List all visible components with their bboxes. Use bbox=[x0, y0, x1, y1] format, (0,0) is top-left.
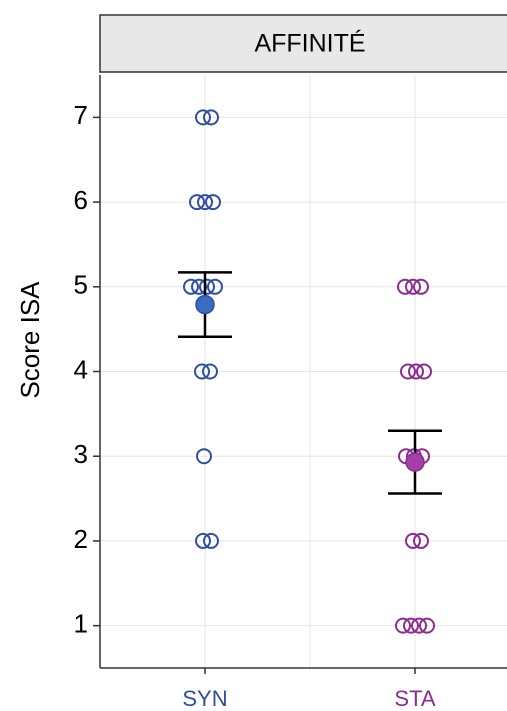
data-point bbox=[413, 278, 429, 295]
y-tick-label: 5 bbox=[74, 270, 88, 300]
mean-point bbox=[405, 452, 425, 472]
data-point bbox=[196, 448, 212, 465]
data-point bbox=[202, 363, 218, 380]
data-point bbox=[413, 532, 429, 549]
data-point bbox=[405, 532, 421, 549]
x-tick-label: STA bbox=[394, 686, 435, 711]
y-tick-label: 6 bbox=[74, 185, 88, 215]
data-point bbox=[408, 363, 424, 380]
y-tick-label: 7 bbox=[74, 100, 88, 130]
data-point bbox=[400, 363, 416, 380]
x-tick-label: SYN bbox=[182, 686, 227, 711]
panel-header bbox=[99, 14, 507, 73]
data-point bbox=[411, 617, 427, 634]
data-point bbox=[203, 109, 219, 126]
data-point bbox=[197, 194, 213, 211]
data-point bbox=[205, 194, 221, 211]
y-tick-label: 4 bbox=[74, 354, 88, 384]
data-point bbox=[194, 363, 210, 380]
data-point bbox=[207, 278, 223, 295]
y-axis-label: Score ISA bbox=[15, 281, 45, 399]
data-point bbox=[195, 532, 211, 549]
data-point bbox=[419, 617, 435, 634]
data-point bbox=[403, 617, 419, 634]
data-point bbox=[397, 278, 413, 295]
data-point bbox=[416, 363, 432, 380]
data-point bbox=[183, 278, 199, 295]
chart-title: AFFINITÉ bbox=[254, 29, 365, 58]
mean-point bbox=[195, 294, 215, 315]
data-point bbox=[405, 278, 421, 295]
data-point bbox=[195, 109, 211, 126]
data-point bbox=[395, 617, 411, 634]
y-tick-label: 2 bbox=[74, 524, 88, 554]
data-point bbox=[199, 278, 215, 295]
y-tick-label: 1 bbox=[74, 609, 88, 639]
data-point bbox=[189, 194, 205, 211]
y-tick-label: 3 bbox=[74, 439, 88, 469]
data-point bbox=[203, 532, 219, 549]
